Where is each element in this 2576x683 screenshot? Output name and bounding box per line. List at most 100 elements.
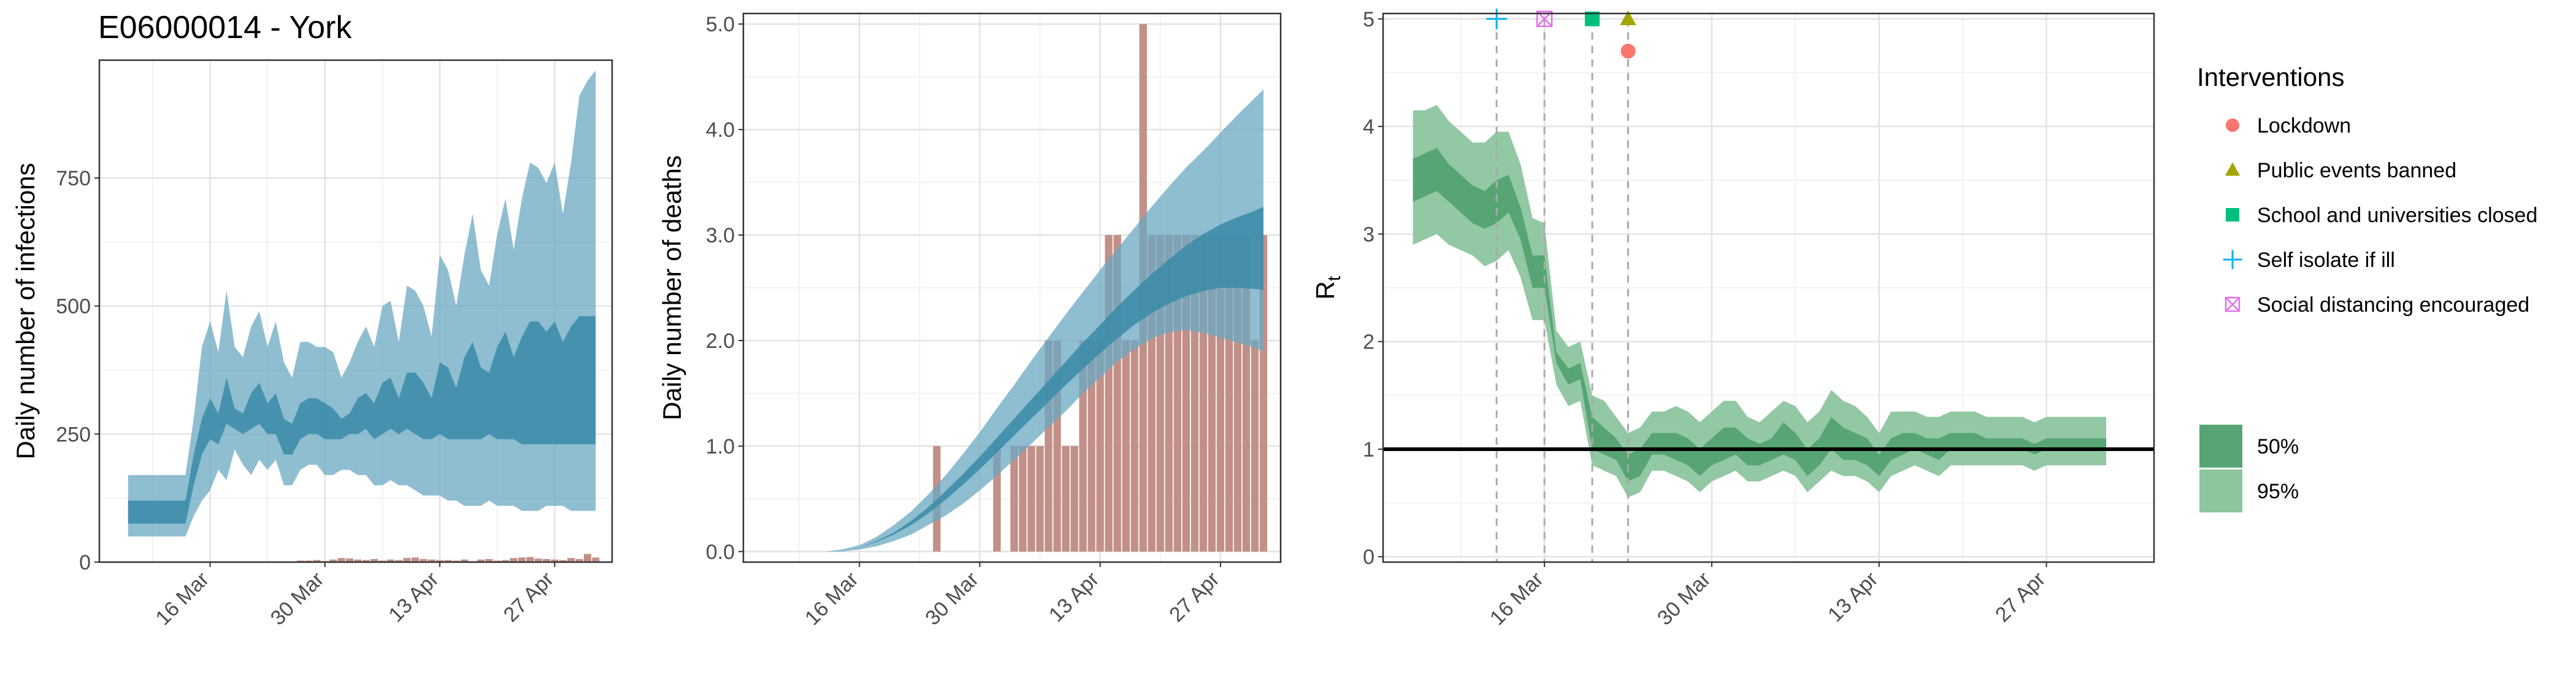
case-bar (370, 558, 378, 562)
legend-item-label: Lockdown (2257, 114, 2351, 137)
death-bar (1070, 446, 1078, 552)
y-tick-label: 5 (1363, 8, 1374, 31)
y-tick-label: 250 (56, 423, 91, 446)
y-tick-label: 3.0 (706, 224, 735, 247)
panel-border (1382, 12, 2155, 563)
case-bar (329, 559, 337, 562)
rt-50-band (1413, 148, 2106, 482)
x-tick-label: 13 Apr (1823, 568, 1882, 627)
interventions-legend: Interventions Lockdown Public events bann… (2197, 63, 2537, 512)
intervention-marker (1486, 8, 1507, 29)
page-title: E06000014 - York (98, 10, 352, 45)
legend-title: Interventions (2197, 63, 2344, 91)
case-bar (411, 557, 419, 562)
case-bar (305, 560, 313, 562)
y-axis-label: Daily number of infections (11, 163, 40, 459)
legend-band-label: 95% (2257, 480, 2299, 503)
case-bar (559, 560, 567, 562)
x-tick-label: 16 Mar (1485, 568, 1548, 630)
y-tick-label: 1.0 (706, 435, 735, 458)
y-tick-label: 500 (56, 295, 91, 318)
death-bar (1010, 446, 1018, 552)
panel-border (742, 12, 1282, 563)
y-axis-label-subscript: t (1324, 276, 1344, 281)
case-bar (526, 557, 534, 562)
x-tick-label: 30 Mar (266, 568, 329, 630)
x-tick-label: 30 Mar (1653, 568, 1715, 630)
y-tick-label: 4 (1363, 115, 1374, 139)
legend-key-marker (2225, 296, 2241, 312)
case-bar (485, 558, 493, 562)
case-bar (461, 559, 469, 562)
deaths-panel: 0.0 1.0 2.0 3.0 4.0 5.0 16 Mar 30 Mar 13 Apr 27 A… (657, 12, 1282, 630)
case-bar (583, 554, 591, 562)
case-bar (592, 557, 600, 562)
case-bar (510, 558, 518, 562)
death-bar (1130, 340, 1138, 552)
legend-item-label: School and universities closed (2257, 204, 2537, 227)
y-axis-label: Daily number of deaths (657, 155, 686, 420)
case-bar (313, 560, 321, 562)
case-bar (296, 560, 304, 562)
panel-border (98, 59, 613, 563)
death-bar (1019, 446, 1027, 552)
y-tick-label: 750 (56, 167, 91, 190)
legend-band-swatch (2199, 469, 2242, 512)
x-tick-label: 27 Apr (1165, 568, 1224, 627)
case-bar (518, 557, 526, 562)
case-bar (452, 560, 460, 562)
death-bar (1062, 446, 1070, 552)
y-tick-label: 4.0 (706, 118, 735, 142)
case-bar (534, 558, 542, 562)
death-bar (1036, 446, 1044, 552)
y-tick-label: 2 (1363, 331, 1374, 354)
case-bar (354, 559, 362, 562)
case-bar (502, 560, 510, 562)
x-tick-label: 27 Apr (1991, 568, 2050, 627)
x-tick-label: 13 Apr (1045, 568, 1103, 627)
case-bar (378, 560, 386, 562)
y-tick-label: 2.0 (706, 330, 735, 353)
legend-key-marker (2225, 162, 2241, 176)
legend-item-label: Social distancing encouraged (2257, 293, 2529, 317)
death-bar (1251, 340, 1259, 552)
legend-item-label: Self isolate if ill (2257, 249, 2395, 272)
death-bar (1087, 340, 1095, 552)
legend-key-marker (2223, 250, 2242, 269)
x-tick-label: 27 Apr (499, 568, 558, 627)
case-bar (551, 559, 559, 562)
y-tick-label: 0 (79, 551, 91, 574)
infections-panel: 0 250 500 750 16 Mar 30 Mar 13 Apr 27 Apr Daily … (11, 59, 613, 630)
legend-item-label: Public events banned (2257, 159, 2456, 182)
x-tick-label: 30 Mar (921, 568, 983, 630)
x-tick-label: 16 Mar (151, 568, 214, 630)
case-bar (542, 558, 551, 562)
case-bar (362, 560, 370, 562)
deaths-95-band (773, 89, 1263, 552)
case-bar (575, 558, 583, 562)
infections-50-band (128, 316, 596, 524)
death-bar (1027, 446, 1035, 552)
case-bar (567, 558, 575, 562)
legend-band-label: 50% (2257, 435, 2299, 458)
case-bar (395, 560, 403, 562)
x-tick-label: 16 Mar (800, 568, 863, 630)
y-tick-label: 5.0 (706, 13, 735, 36)
case-bar (493, 560, 501, 562)
case-bar (436, 560, 444, 562)
y-tick-label: 1 (1363, 438, 1374, 461)
case-bar (345, 558, 353, 562)
y-tick-label: 0 (1363, 546, 1374, 569)
y-tick-label: 3 (1363, 223, 1374, 246)
y-axis-label: Rt (1311, 276, 1344, 299)
death-bar (1096, 340, 1104, 552)
legend-band-swatch (2199, 425, 2242, 468)
case-bar (337, 558, 345, 562)
y-tick-label: 0.0 (706, 541, 735, 564)
case-bar (420, 558, 427, 562)
death-bar (1122, 340, 1130, 552)
deaths-50-band (773, 206, 1263, 552)
x-tick-label: 13 Apr (384, 568, 443, 627)
rt-panel: 0 1 2 3 4 5 16 Mar 30 Mar 13 Apr 27 Apr Rt (1311, 8, 2155, 630)
